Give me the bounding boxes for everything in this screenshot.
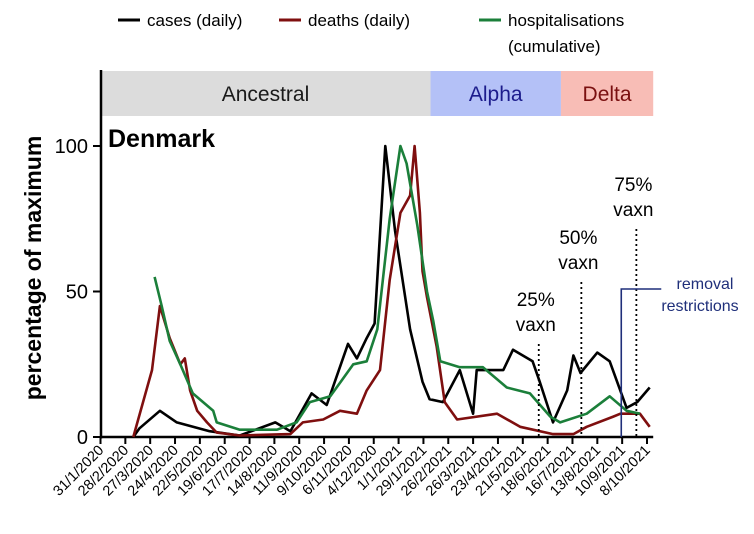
vaccination-label: 50% [559,228,597,249]
vaccination-label: vaxn [516,315,556,336]
legend-label: cases (daily) [147,11,242,30]
legend-label: hospitalisations [508,11,624,30]
variant-band-label: Delta [583,83,632,106]
variant-band-delta [560,71,654,116]
variant-band-ancestral [100,71,431,116]
vaccination-label: vaxn [613,200,653,221]
vaccination-label: 25% [517,290,555,311]
y-axis-label: percentage of maximum [20,136,46,401]
variant-band-alpha [430,71,561,116]
legend: cases (daily) deaths (daily) hospitalisati… [118,11,624,56]
y-tick-label: 50 [66,282,88,304]
series-lines [132,144,651,438]
removal-restrictions-marker [620,288,662,437]
series-line-hospitalisations [153,144,641,432]
chart-title: Denmark [108,125,215,153]
variant-bands: Ancestral Alpha Delta [100,71,654,116]
y-tick-label: 100 [55,136,88,158]
legend-label: (cumulative) [508,37,601,56]
variant-band-label: Alpha [469,83,523,106]
vaccination-label: vaxn [558,253,598,274]
series-line-cases [132,144,651,438]
y-tick-label: 0 [77,427,88,449]
legend-label: deaths (daily) [308,11,410,30]
variant-band-label: Ancestral [222,83,310,106]
vaccination-label: 75% [614,175,652,196]
removal-restrictions-label: restrictions [661,298,738,315]
removal-restrictions-label: removal [677,276,734,293]
